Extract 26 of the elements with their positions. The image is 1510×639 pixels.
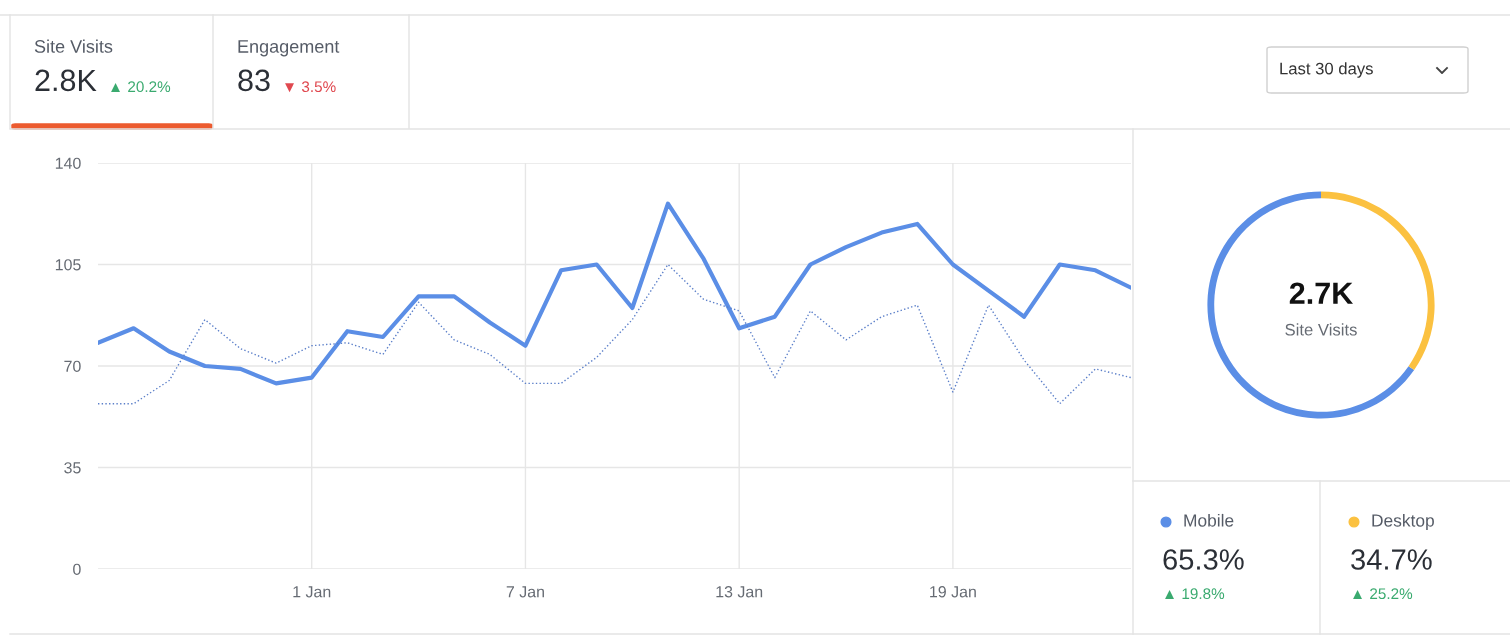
text: 83 <box>238 69 270 92</box>
text: Engagement <box>238 40 340 57</box>
y-tick-label: 35 <box>64 462 81 474</box>
text: ▲ 25.2% <box>1353 588 1413 600</box>
text: ▼ 3.5% <box>285 81 336 93</box>
text: ▲ 19.8% <box>1165 588 1225 600</box>
text: 2.8K <box>35 69 97 92</box>
line-series <box>98 263 1131 405</box>
data-label: 34.7% <box>1351 549 1432 570</box>
text: Site Visits <box>1285 323 1357 336</box>
data-label: 65.3% <box>1163 549 1244 570</box>
text: 2.7K <box>1289 282 1353 304</box>
x-tick-label: 7 Jan <box>506 586 544 598</box>
y-tick-label: 105 <box>55 259 81 271</box>
y-tick-label: 140 <box>55 157 81 169</box>
legend-label: Desktop <box>1372 513 1434 531</box>
y-tick-label: 0 <box>73 563 81 575</box>
text: Last 30 days <box>1280 62 1373 78</box>
x-tick-label: 1 Jan <box>293 586 331 598</box>
text: Site Visits <box>34 39 113 53</box>
line-series <box>98 201 1131 386</box>
x-tick-label: 19 Jan <box>930 586 976 598</box>
text: ▲ 20.2% <box>111 81 171 93</box>
y-tick-label: 70 <box>64 360 81 372</box>
x-tick-label: 13 Jan <box>716 586 763 598</box>
legend-label: Mobile <box>1184 513 1234 527</box>
